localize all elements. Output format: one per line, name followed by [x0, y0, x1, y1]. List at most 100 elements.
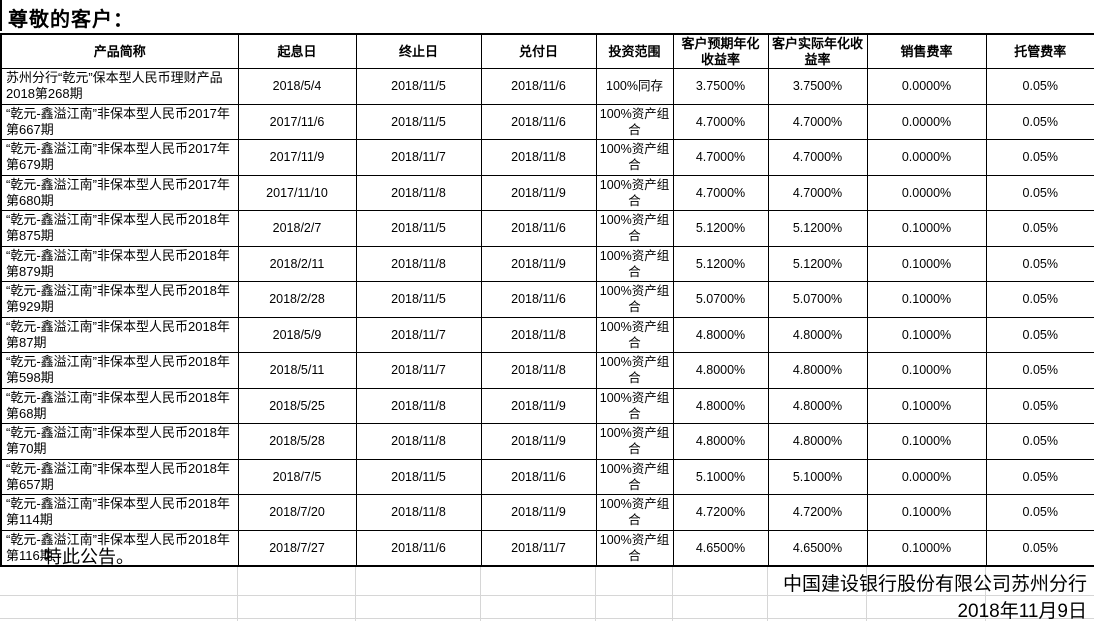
- sales-fee-rate-cell: 0.0000%: [866, 174, 987, 212]
- custody-fee-rate-cell: 0.05%: [985, 423, 1094, 460]
- product-table-head-row: 产品简称 起息日 终止日 兑付日 投资范围 客户预期年化收益率 客户实际年化收益率 销售费率托…: [0, 33, 1094, 70]
- termination-date-cell: 2018/11/8: [355, 494, 482, 531]
- custody-fee-rate-cell: 0.05%: [985, 103, 1094, 141]
- table-row: “乾元-鑫溢江南”非保本型人民币2018年第116期 2018/7/27 2018/…: [0, 529, 1094, 567]
- table-row: “乾元-鑫溢江南”非保本型人民币2018年第114期 2018/7/20 2018/…: [0, 494, 1094, 531]
- actual-annualized-yield-cell: 4.8000%: [767, 352, 868, 389]
- expected-annualized-yield-cell: 4.7000%: [672, 103, 769, 141]
- gridline-vertical: [672, 538, 673, 621]
- product-table: 产品简称 起息日 终止日 兑付日 投资范围 客户预期年化收益率 客户实际年化收益率 销售费率托…: [0, 33, 1094, 568]
- value-date-cell: 2017/11/6: [237, 103, 357, 141]
- col-header-termination-date: 终止日: [355, 33, 482, 70]
- col-header-investment-scope: 投资范围: [595, 33, 674, 70]
- expected-annualized-yield-cell: 4.8000%: [672, 316, 769, 354]
- termination-date-cell: 2018/11/5: [355, 458, 482, 496]
- redemption-date-cell: 2018/11/6: [480, 68, 597, 105]
- gridline-vertical: [767, 538, 768, 621]
- product-name-cell: “乾元-鑫溢江南”非保本型人民币2018年第929期: [0, 281, 239, 318]
- actual-annualized-yield-cell: 4.8000%: [767, 316, 868, 354]
- table-row: “乾元-鑫溢江南”非保本型人民币2018年第598期 2018/5/11 2018/…: [0, 352, 1094, 389]
- sales-fee-rate-cell: 0.1000%: [866, 210, 987, 247]
- investment-scope-cell: 100%资产组合: [595, 316, 674, 354]
- table-row: “乾元-鑫溢江南”非保本型人民币2017年第679期 2017/11/9 2018/…: [0, 139, 1094, 176]
- redemption-date-cell: 2018/11/6: [480, 458, 597, 496]
- gridline-vertical: [595, 538, 596, 621]
- investment-scope-cell: 100%资产组合: [595, 210, 674, 247]
- col-header-product-name: 产品简称: [0, 33, 239, 70]
- custody-fee-rate-cell: 0.05%: [985, 68, 1094, 105]
- actual-annualized-yield-cell: 4.7000%: [767, 174, 868, 212]
- table-row: “乾元-鑫溢江南”非保本型人民币2018年第70期 2018/5/28 2018/1…: [0, 423, 1094, 460]
- table-row: “乾元-鑫溢江南”非保本型人民币2017年第680期 2017/11/10 2018…: [0, 174, 1094, 212]
- product-name-cell: “乾元-鑫溢江南”非保本型人民币2017年第679期: [0, 139, 239, 176]
- actual-annualized-yield-cell: 4.6500%: [767, 529, 868, 567]
- actual-annualized-yield-cell: 3.7500%: [767, 68, 868, 105]
- redemption-date-cell: 2018/11/9: [480, 494, 597, 531]
- redemption-date-cell: 2018/11/6: [480, 281, 597, 318]
- expected-annualized-yield-cell: 4.7200%: [672, 494, 769, 531]
- custody-fee-rate-cell: 0.05%: [985, 494, 1094, 531]
- sales-fee-rate-cell: 0.1000%: [866, 529, 987, 567]
- sales-fee-rate-cell: 0.1000%: [866, 316, 987, 354]
- expected-annualized-yield-cell: 3.7500%: [672, 68, 769, 105]
- sales-fee-rate-cell: 0.0000%: [866, 139, 987, 176]
- custody-fee-rate-cell: 0.05%: [985, 529, 1094, 567]
- custody-fee-rate-cell: 0.05%: [985, 352, 1094, 389]
- table-row: “乾元-鑫溢江南”非保本型人民币2017年第667期 2017/11/6 2018/…: [0, 103, 1094, 141]
- value-date-cell: 2018/2/28: [237, 281, 357, 318]
- col-header-custody-fee-rate: 托管费率: [985, 33, 1094, 70]
- investment-scope-cell: 100%资产组合: [595, 423, 674, 460]
- value-date-cell: 2018/5/11: [237, 352, 357, 389]
- value-date-cell: 2018/7/20: [237, 494, 357, 531]
- sales-fee-rate-cell: 0.0000%: [866, 68, 987, 105]
- actual-annualized-yield-cell: 4.7000%: [767, 103, 868, 141]
- termination-date-cell: 2018/11/8: [355, 245, 482, 283]
- col-header-sales-fee-rate: 销售费率: [866, 33, 987, 70]
- redemption-date-cell: 2018/11/9: [480, 387, 597, 425]
- actual-annualized-yield-cell: 4.7200%: [767, 494, 868, 531]
- col-header-expected-annualized-yield: 客户预期年化收益率: [672, 33, 769, 70]
- sales-fee-rate-cell: 0.1000%: [866, 423, 987, 460]
- actual-annualized-yield-cell: 4.8000%: [767, 387, 868, 425]
- product-name-cell: “乾元-鑫溢江南”非保本型人民币2018年第879期: [0, 245, 239, 283]
- investment-scope-cell: 100%资产组合: [595, 352, 674, 389]
- sales-fee-rate-cell: 0.0000%: [866, 103, 987, 141]
- table-row: “乾元-鑫溢江南”非保本型人民币2018年第68期 2018/5/25 2018/1…: [0, 387, 1094, 425]
- table-row: “乾元-鑫溢江南”非保本型人民币2018年第879期 2018/2/11 2018/…: [0, 245, 1094, 283]
- value-date-cell: 2017/11/10: [237, 174, 357, 212]
- investment-scope-cell: 100%资产组合: [595, 529, 674, 567]
- product-name-cell: “乾元-鑫溢江南”非保本型人民币2017年第667期: [0, 103, 239, 141]
- investment-scope-cell: 100%资产组合: [595, 494, 674, 531]
- sales-fee-rate-cell: 0.1000%: [866, 352, 987, 389]
- value-date-cell: 2018/5/9: [237, 316, 357, 354]
- gridline-vertical: [237, 538, 238, 621]
- product-name-cell: “乾元-鑫溢江南”非保本型人民币2018年第114期: [0, 494, 239, 531]
- gridline-vertical: [355, 538, 356, 621]
- expected-annualized-yield-cell: 4.8000%: [672, 423, 769, 460]
- redemption-date-cell: 2018/11/7: [480, 529, 597, 567]
- custody-fee-rate-cell: 0.05%: [985, 245, 1094, 283]
- actual-annualized-yield-cell: 5.1200%: [767, 210, 868, 247]
- expected-annualized-yield-cell: 4.7000%: [672, 139, 769, 176]
- value-date-cell: 2018/7/5: [237, 458, 357, 496]
- product-name-cell: 苏州分行“乾元”保本型人民币理财产品2018第268期: [0, 68, 239, 105]
- sales-fee-rate-cell: 0.0000%: [866, 458, 987, 496]
- actual-annualized-yield-cell: 5.1200%: [767, 245, 868, 283]
- expected-annualized-yield-cell: 4.8000%: [672, 387, 769, 425]
- actual-annualized-yield-cell: 5.1000%: [767, 458, 868, 496]
- expected-annualized-yield-cell: 5.1200%: [672, 245, 769, 283]
- investment-scope-cell: 100%资产组合: [595, 103, 674, 141]
- expected-annualized-yield-cell: 5.1000%: [672, 458, 769, 496]
- value-date-cell: 2018/5/4: [237, 68, 357, 105]
- investment-scope-cell: 100%资产组合: [595, 458, 674, 496]
- gridline-horizontal: [0, 595, 1094, 596]
- product-table-body: 苏州分行“乾元”保本型人民币理财产品2018第268期 2018/5/4 2018/…: [0, 68, 1094, 567]
- termination-date-cell: 2018/11/5: [355, 281, 482, 318]
- termination-date-cell: 2018/11/8: [355, 174, 482, 212]
- investment-scope-cell: 100%同存: [595, 68, 674, 105]
- redemption-date-cell: 2018/11/8: [480, 139, 597, 176]
- custody-fee-rate-cell: 0.05%: [985, 387, 1094, 425]
- gridline-horizontal: [0, 618, 1094, 619]
- product-name-cell: “乾元-鑫溢江南”非保本型人民币2018年第87期: [0, 316, 239, 354]
- termination-date-cell: 2018/11/5: [355, 210, 482, 247]
